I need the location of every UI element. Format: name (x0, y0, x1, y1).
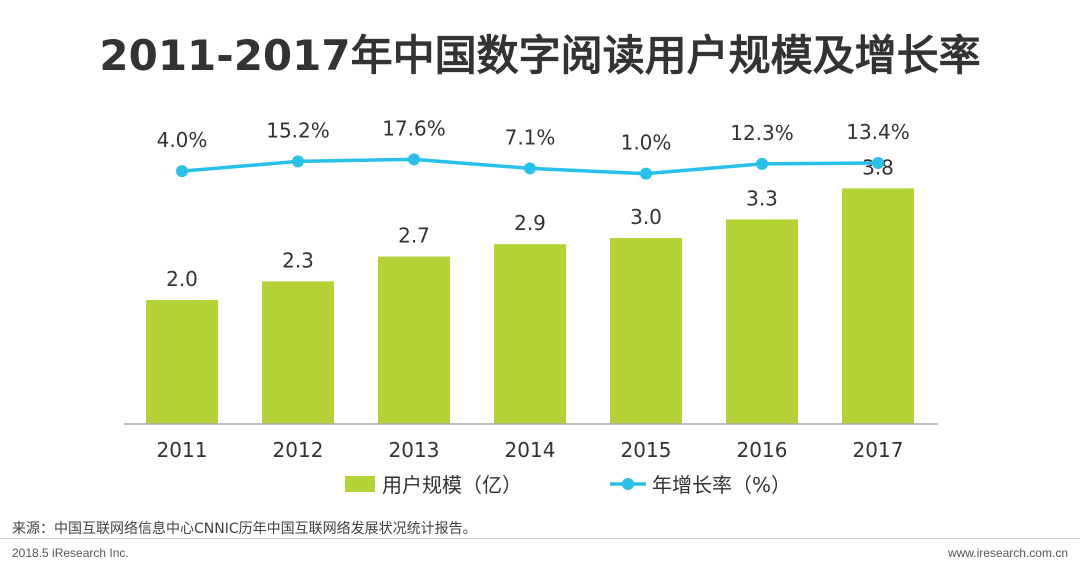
source-note: 来源：中国互联网络信息中心CNNIC历年中国互联网络发展状况统计报告。 (12, 521, 477, 537)
bar-2011 (146, 300, 218, 424)
growth-point-2011 (176, 165, 188, 178)
growth-point-2012 (292, 155, 304, 168)
growth-label-2011: 4.0% (157, 128, 208, 152)
x-tick-label-2012: 2012 (273, 438, 324, 462)
bar-value-label-2015: 3.0 (630, 205, 662, 229)
legend-line-marker (622, 478, 634, 490)
growth-label-2014: 7.1% (505, 125, 556, 149)
growth-point-2015 (640, 167, 652, 180)
growth-point-2016 (756, 157, 768, 170)
footer-divider (0, 538, 1080, 539)
bar-2015 (610, 238, 682, 424)
bar-2017 (842, 188, 914, 424)
footer-copyright: 2018.5 iResearch Inc. (12, 546, 129, 560)
bar-2016 (726, 219, 798, 424)
bar-value-label-2016: 3.3 (746, 186, 778, 210)
bar-2012 (262, 281, 334, 424)
bar-value-label-2011: 2.0 (166, 267, 198, 291)
bar-value-label-2012: 2.3 (282, 248, 314, 272)
growth-label-2012: 15.2% (266, 118, 330, 142)
growth-point-2013 (408, 153, 420, 166)
growth-label-2016: 12.3% (730, 121, 794, 145)
x-tick-label-2016: 2016 (737, 438, 788, 462)
legend-bar-label: 用户规模（亿） (382, 473, 522, 497)
x-tick-label-2017: 2017 (853, 438, 904, 462)
x-tick-label-2013: 2013 (389, 438, 440, 462)
legend-bar-swatch (345, 476, 375, 492)
chart-title: 2011-2017年中国数字阅读用户规模及增长率 (99, 31, 981, 80)
bar-2013 (378, 256, 450, 424)
growth-point-2014 (524, 162, 536, 175)
bar-value-label-2013: 2.7 (398, 224, 430, 248)
growth-label-2013: 17.6% (382, 116, 446, 140)
x-tick-label-2011: 2011 (157, 438, 208, 462)
x-tick-label-2014: 2014 (505, 438, 556, 462)
bar-2014 (494, 244, 566, 424)
x-tick-label-2015: 2015 (621, 438, 672, 462)
growth-point-2017 (872, 156, 884, 169)
growth-label-2015: 1.0% (621, 131, 672, 155)
bar-value-label-2014: 2.9 (514, 211, 546, 235)
footer-website: www.iresearch.com.cn (947, 546, 1068, 560)
legend-line-label: 年增长率（%） (652, 473, 791, 497)
growth-label-2017: 13.4% (846, 120, 910, 144)
